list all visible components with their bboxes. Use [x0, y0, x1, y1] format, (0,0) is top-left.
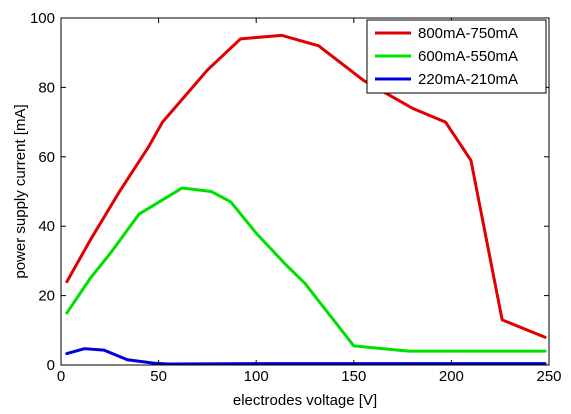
x-tick-label-50: 50: [150, 368, 167, 385]
y-tick-label-60: 60: [38, 149, 55, 166]
y-axis-label: power supply current [mA]: [12, 104, 29, 278]
ticks-layer: 0 50 100 150 200 250 0 20 40 60 80 100: [30, 10, 562, 385]
legend-label-1: 800mA-750mA: [418, 25, 518, 42]
y-tick-label-80: 80: [38, 79, 55, 96]
x-tick-label-0: 0: [57, 368, 65, 385]
x-tick-label-200: 200: [439, 368, 464, 385]
series-layer: [65, 33, 547, 366]
axes-layer: [60, 17, 550, 366]
axes-box: [60, 17, 550, 366]
x-tick-label-150: 150: [341, 368, 366, 385]
y-tick-label-0: 0: [47, 357, 55, 374]
legend-label-2: 600mA-550mA: [418, 48, 518, 65]
legend-label-3: 220mA-210mA: [418, 71, 518, 88]
series-line-2: [65, 186, 547, 353]
x-tick-label-250: 250: [536, 368, 561, 385]
y-tick-label-40: 40: [38, 218, 55, 235]
y-tick-label-20: 20: [38, 288, 55, 305]
series-line-3: [65, 347, 547, 366]
series-line-1: [65, 33, 547, 339]
x-axis-label: electrodes voltage [V]: [233, 392, 377, 409]
legend: 800mA-750mA 600mA-550mA 220mA-210mA: [366, 19, 547, 94]
y-tick-label-100: 100: [30, 10, 55, 27]
x-tick-label-100: 100: [244, 368, 269, 385]
